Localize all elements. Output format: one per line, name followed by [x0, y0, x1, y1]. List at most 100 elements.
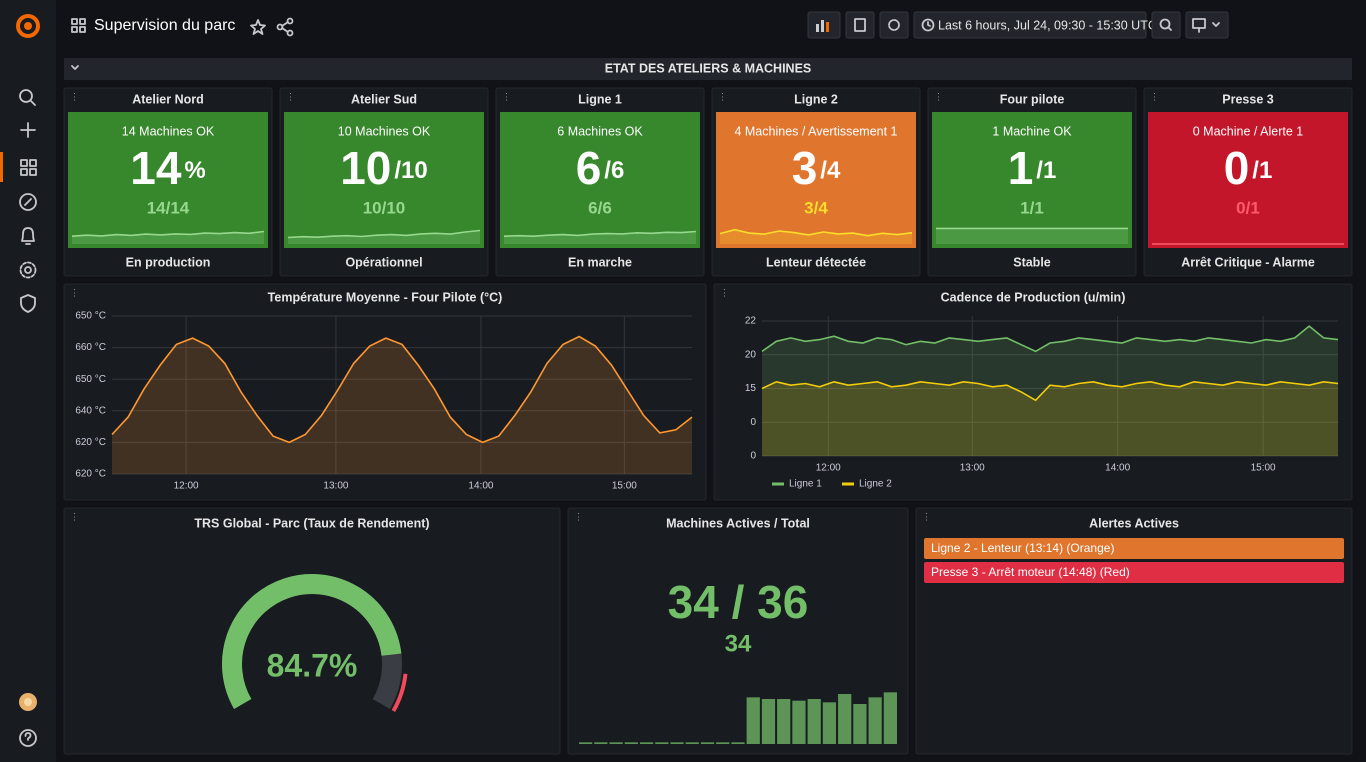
- logo[interactable]: [16, 14, 40, 38]
- panel-menu: ⋮: [1150, 91, 1159, 101]
- x-tick-label: 14:00: [1105, 463, 1130, 474]
- row-collapse-icon[interactable]: [71, 65, 79, 70]
- stat-value: 14%: [130, 142, 206, 194]
- x-tick-label: 12:00: [174, 481, 199, 492]
- bar: [807, 699, 821, 744]
- stat-footer: En production: [126, 255, 211, 269]
- series-area: [762, 326, 1338, 456]
- status-text: 14 Machines OK: [122, 124, 215, 138]
- sidebar: [0, 0, 56, 762]
- machines-title: Machines Actives / Total: [666, 516, 810, 530]
- x-tick-label: 14:00: [468, 481, 493, 492]
- bar: [594, 742, 608, 744]
- stat-value: 1/1: [1008, 142, 1057, 194]
- stat-number: 0: [1224, 142, 1250, 194]
- legend-label: Ligne 2: [859, 479, 892, 490]
- panel-title: Presse 3: [1222, 92, 1273, 106]
- sparkline-area: [936, 228, 1128, 244]
- bar: [822, 702, 837, 744]
- x-tick-label: 15:00: [1251, 463, 1276, 474]
- star-button[interactable]: [250, 19, 266, 35]
- panel-menu: ⋮: [70, 91, 79, 101]
- stat-ratio: 6/6: [588, 198, 612, 217]
- status-area: [284, 112, 484, 248]
- row-title: ETAT DES ATELIERS & MACHINES: [605, 61, 812, 75]
- stat-ratio: 10/10: [363, 198, 406, 217]
- avatar[interactable]: [19, 693, 37, 711]
- sparkline-area: [504, 231, 696, 244]
- alerts-title: Alertes Actives: [1089, 516, 1179, 530]
- y-tick-label: 650 °C: [75, 374, 106, 385]
- alert-row[interactable]: [924, 538, 1344, 559]
- alerting-icon[interactable]: [21, 227, 35, 245]
- status-area: [68, 112, 268, 248]
- series-area: [112, 336, 692, 474]
- panel-title: Ligne 1: [578, 92, 622, 106]
- panel-menu: ⋮: [720, 287, 729, 297]
- stat-number: 6: [576, 142, 602, 194]
- stat-footer: Stable: [1013, 255, 1051, 269]
- chart-title: Température Moyenne - Four Pilote (°C): [268, 290, 503, 304]
- gauge-threshold: [391, 673, 408, 712]
- row-header[interactable]: [64, 58, 1352, 80]
- view-mode-button[interactable]: [1185, 11, 1229, 39]
- bar: [746, 697, 760, 744]
- shield-icon[interactable]: [20, 294, 36, 313]
- status-text: 1 Machine OK: [992, 124, 1072, 138]
- stat-unit: /6: [604, 157, 624, 184]
- bar: [655, 742, 669, 744]
- panel-menu: ⋮: [574, 511, 583, 521]
- legend-label: Ligne 1: [789, 479, 822, 490]
- help-icon[interactable]: [19, 729, 37, 747]
- dashboards-icon[interactable]: [20, 159, 37, 176]
- x-tick-label: 13:00: [960, 463, 985, 474]
- sparkline: [287, 229, 481, 239]
- stat-footer: Lenteur détectée: [766, 255, 866, 269]
- stat-ratio: 3/4: [804, 198, 828, 217]
- bar: [761, 699, 776, 744]
- gauge-value-arc: [222, 574, 402, 709]
- stat-footer: En marche: [568, 255, 632, 269]
- panel: [713, 283, 1353, 501]
- search-icon[interactable]: [19, 89, 36, 106]
- time-picker[interactable]: [913, 11, 1147, 39]
- panel-title: Atelier Sud: [351, 92, 417, 106]
- stat-footer: Arrêt Critique - Alarme: [1181, 255, 1315, 269]
- panel-menu: ⋮: [934, 91, 943, 101]
- panel-menu: ⋮: [286, 91, 295, 101]
- top-bar: [56, 0, 1366, 50]
- stat-value: 10/10: [340, 142, 428, 194]
- y-tick-label: 0: [750, 417, 756, 428]
- share-button[interactable]: [276, 17, 294, 37]
- x-tick-label: 12:00: [816, 463, 841, 474]
- add-icon[interactable]: [20, 122, 36, 138]
- gauge-title: TRS Global - Parc (Taux de Rendement): [194, 516, 429, 530]
- y-tick-label: 660 °C: [75, 342, 106, 353]
- status-area: [500, 112, 700, 248]
- sparkline-area: [72, 231, 264, 244]
- panel-menu: ⋮: [922, 511, 931, 521]
- y-tick-label: 620 °C: [75, 469, 106, 480]
- bar: [670, 742, 684, 744]
- panel-menu: ⋮: [70, 287, 79, 297]
- bar: [609, 742, 623, 744]
- sparkline: [719, 228, 913, 237]
- stat-unit: %: [184, 157, 205, 184]
- status-text: 10 Machines OK: [338, 124, 431, 138]
- panel: [63, 507, 561, 755]
- explore-icon[interactable]: [19, 193, 37, 211]
- zoom-button[interactable]: [1151, 11, 1181, 39]
- alert-text: Presse 3 - Arrêt moteur (14:48) (Red): [931, 565, 1130, 579]
- stat-unit: /4: [820, 157, 841, 184]
- bar: [853, 704, 867, 744]
- stat-number: 14: [130, 142, 182, 194]
- add-panel-button[interactable]: [807, 11, 841, 39]
- settings-button[interactable]: [879, 11, 909, 39]
- status-area: [932, 112, 1132, 248]
- bar: [777, 699, 791, 744]
- alert-row[interactable]: [924, 562, 1344, 583]
- save-button[interactable]: [845, 11, 875, 39]
- settings-icon[interactable]: [19, 261, 37, 279]
- panel: [63, 283, 707, 501]
